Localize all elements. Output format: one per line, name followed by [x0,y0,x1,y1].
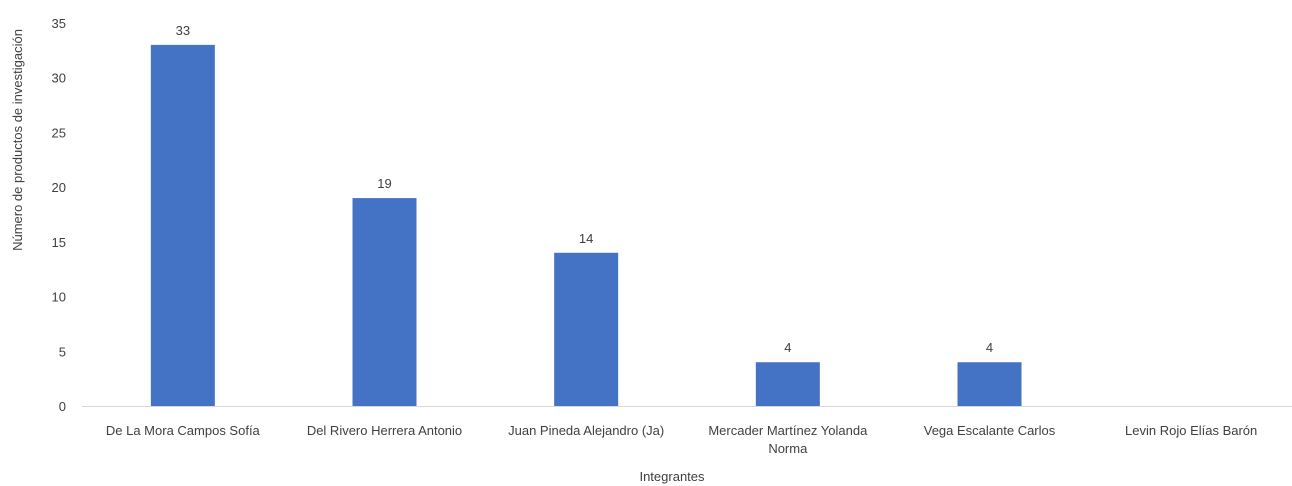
y-tick-label: 5 [59,344,66,359]
y-axis: 0 5 10 15 20 25 30 35 [52,16,66,414]
x-tick-label: Vega Escalante Carlos [924,423,1056,438]
x-tick-label: Juan Pineda Alejandro (Ja) [508,423,664,438]
x-tick-label: Mercader Martínez Yolanda Norma [708,423,868,456]
data-label: 14 [579,231,593,246]
bars [150,44,1022,407]
x-tick-label: Levin Rojo Elías Barón [1125,423,1257,438]
y-tick-label: 25 [52,125,66,140]
bar [957,362,1022,406]
y-tick-label: 15 [52,235,66,250]
y-tick-label: 35 [52,16,66,31]
x-tick-label: Del Rivero Herrera Antonio [307,423,462,438]
bar [352,198,417,406]
x-axis-title: Integrantes [639,469,705,484]
data-labels: 33 19 14 4 4 [176,23,994,355]
y-tick-label: 20 [52,180,66,195]
bar [755,362,820,406]
data-label: 4 [986,340,993,355]
data-label: 19 [377,176,391,191]
bar [150,44,215,407]
y-tick-label: 30 [52,71,66,86]
data-label: 4 [784,340,791,355]
x-axis-labels: De La Mora Campos Sofía Del Rivero Herrer… [106,423,1257,456]
y-tick-label: 10 [52,290,66,305]
x-tick-label: De La Mora Campos Sofía [106,423,261,438]
data-label: 33 [176,23,190,38]
y-tick-label: 0 [59,399,66,414]
bar [554,252,619,406]
y-axis-title: Número de productos de investigación [10,29,25,251]
